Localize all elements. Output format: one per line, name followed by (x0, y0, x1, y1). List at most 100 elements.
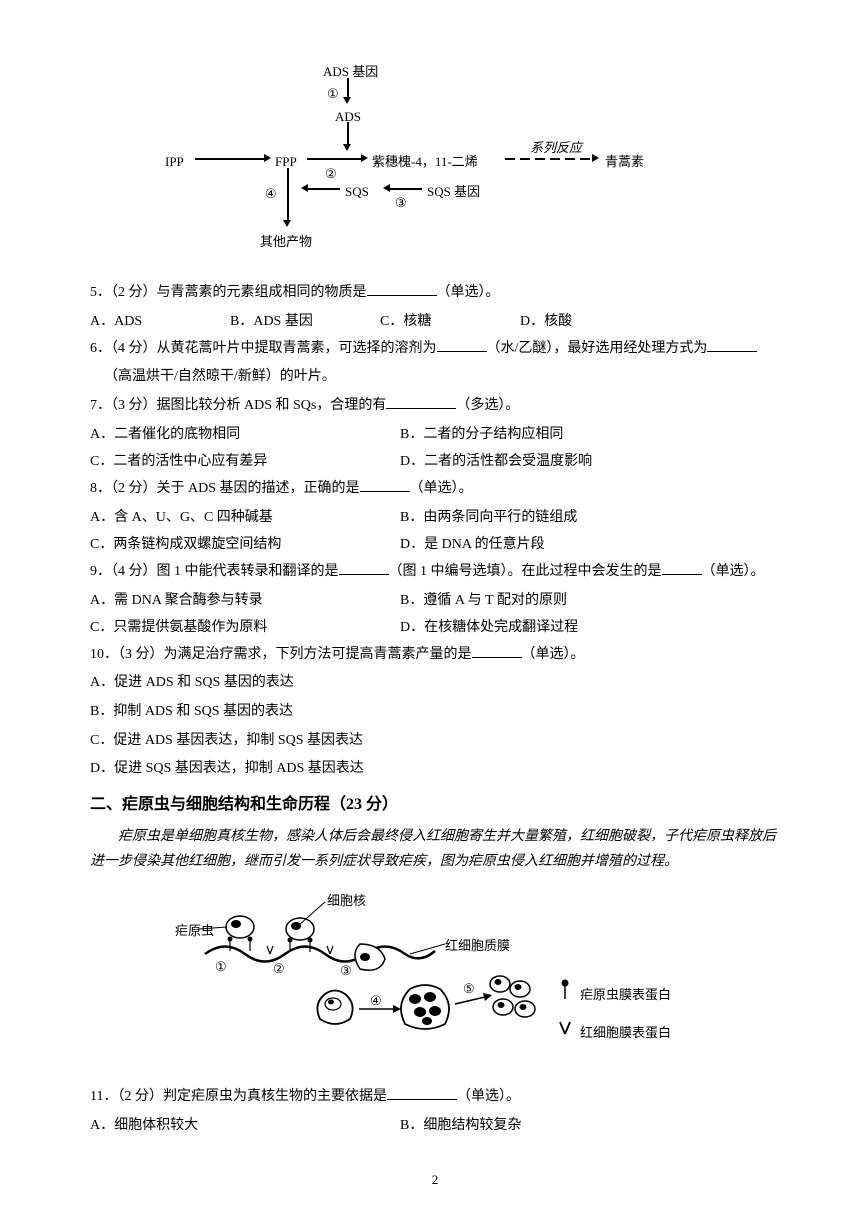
q9-opt-a: A．需 DNA 聚合酶参与转录 (90, 588, 400, 613)
blank (387, 1099, 457, 1100)
q6-pre: 6．（4 分）从黄花蒿叶片中提取青蒿素，可选择的溶剂为 (90, 341, 437, 356)
q8-row1: A．含 A、U、G、C 四种碱基 B．由两条同向平行的链组成 (90, 505, 780, 530)
q11-hint: （单选）。 (457, 1089, 520, 1104)
blank (662, 574, 702, 575)
label-nucleus: 细胞核 (327, 889, 366, 912)
q5-text: 5．（2 分）与青蒿素的元素组成相同的物质是 (90, 285, 367, 300)
diagram-2: 细胞核 疟原虫 红细胞质膜 ① ② ③ ④ ⑤ 疟原虫膜表蛋白 红细胞膜表蛋白 (185, 889, 685, 1069)
label-num2: ② (325, 162, 337, 185)
label-final: 青蒿素 (605, 150, 644, 173)
q8-text: 8．（2 分）关于 ADS 基因的描述，正确的是 (90, 481, 360, 496)
q9-opt-c: C．只需提供氨基酸作为原料 (90, 615, 400, 640)
q5-stem: 5．（2 分）与青蒿素的元素组成相同的物质是 （单选）。 (90, 280, 780, 307)
q11-text: 11．（2 分）判定疟原虫为真核生物的主要依据是 (90, 1089, 387, 1104)
q7-opt-c: C．二者的活性中心应有差异 (90, 449, 400, 474)
q7-row1: A．二者催化的底物相同 B．二者的分子结构应相同 (90, 422, 780, 447)
label-ipp: IPP (165, 150, 184, 173)
label-sqs: SQS (345, 180, 369, 203)
q7-row2: C．二者的活性中心应有差异 D．二者的活性都会受温度影响 (90, 449, 780, 474)
label-parasite: 疟原虫 (175, 919, 214, 942)
q8-stem: 8．（2 分）关于 ADS 基因的描述，正确的是 （单选）。 (90, 476, 780, 503)
section-2-intro: 疟原虫是单细胞真核生物，感染人体后会最终侵入红细胞寄生并大量繁殖，红细胞破裂，子… (90, 824, 780, 874)
arrow-head (343, 97, 351, 104)
q9-row2: C．只需提供氨基酸作为原料 D．在核糖体处完成翻译过程 (90, 615, 780, 640)
q11-opt-b: B．细胞结构较复杂 (400, 1113, 780, 1138)
dash (565, 158, 575, 160)
arrow-head (264, 154, 271, 162)
arrow-line (307, 158, 362, 160)
q8-opt-d: D．是 DNA 的任意片段 (400, 532, 780, 557)
q10-hint: （单选）。 (522, 647, 585, 662)
label-product1: 紫穗槐-4，11-二烯 (372, 150, 478, 173)
label-num3: ③ (395, 191, 407, 214)
label-n4: ④ (370, 989, 382, 1012)
q10-opt-a: A．促进 ADS 和 SQS 基因的表达 (90, 670, 780, 697)
label-num1: ① (327, 82, 339, 105)
page-number: 2 (90, 1168, 780, 1191)
q7-stem: 7．（3 分）据图比较分析 ADS 和 SQs，合理的有 （多选）。 (90, 393, 780, 420)
q6-mid: （水/乙醚），最好选用经处理方式为 (487, 341, 708, 356)
dash (580, 158, 590, 160)
q8-opt-b: B．由两条同向平行的链组成 (400, 505, 780, 530)
arrow-line (195, 158, 265, 160)
q10-opt-c: C．促进 ADS 基因表达，抑制 SQS 基因表达 (90, 728, 780, 755)
q10-opt-d: D．促进 SQS 基因表达，抑制 ADS 基因表达 (90, 756, 780, 783)
arrow-line (287, 168, 289, 221)
q10-text: 10．（3 分）为满足治疗需求，下列方法可提高青蒿素产量的是 (90, 647, 472, 662)
dash (505, 158, 515, 160)
label-fpp: FPP (275, 150, 297, 173)
q9-row1: A．需 DNA 聚合酶参与转录 B．遵循 A 与 T 配对的原则 (90, 588, 780, 613)
section-2-title: 二、疟原虫与细胞结构和生命历程（23 分） (90, 791, 780, 820)
blank (386, 408, 456, 409)
q5-options: A．ADS B．ADS 基因 C．核糖 D．核酸 (90, 309, 780, 334)
q5-opt-d: D．核酸 (520, 309, 670, 334)
q7-hint: （多选）。 (456, 398, 519, 413)
diagram-1-container: ADS 基因 ① ADS IPP FPP ② 紫穗槐-4，11-二烯 系列反应 (90, 60, 780, 260)
arrow-head (383, 184, 390, 192)
diagram-2-container: 细胞核 疟原虫 红细胞质膜 ① ② ③ ④ ⑤ 疟原虫膜表蛋白 红细胞膜表蛋白 (90, 889, 780, 1069)
q8-opt-c: C．两条链构成双螺旋空间结构 (90, 532, 400, 557)
dash (520, 158, 530, 160)
arrow-head (343, 144, 351, 151)
q9-opt-b: B．遵循 A 与 T 配对的原则 (400, 588, 780, 613)
label-other: 其他产物 (260, 230, 312, 253)
arrow-head (592, 154, 599, 162)
blank (360, 491, 410, 492)
q5-hint: （单选）。 (437, 285, 500, 300)
label-n1: ① (215, 955, 227, 978)
q11-row1: A．细胞体积较大 B．细胞结构较复杂 (90, 1113, 780, 1138)
arrow-head (361, 154, 368, 162)
q5-opt-c: C．核糖 (380, 309, 520, 334)
label-n3: ③ (340, 959, 352, 982)
q8-hint: （单选）。 (410, 481, 473, 496)
q11-stem: 11．（2 分）判定疟原虫为真核生物的主要依据是 （单选）。 (90, 1084, 780, 1111)
label-sqs-gene: SQS 基因 (427, 180, 480, 203)
arrow-head (301, 184, 308, 192)
label-ads-gene: ADS 基因 (323, 60, 378, 83)
q7-opt-b: B．二者的分子结构应相同 (400, 422, 780, 447)
blank (437, 351, 487, 352)
label-n5: ⑤ (463, 977, 475, 1000)
q7-opt-d: D．二者的活性都会受温度影响 (400, 449, 780, 474)
q8-opt-a: A．含 A、U、G、C 四种碱基 (90, 505, 400, 530)
blank (472, 657, 522, 658)
blank (367, 295, 437, 296)
q7-text: 7．（3 分）据图比较分析 ADS 和 SQs，合理的有 (90, 398, 386, 413)
dash (535, 158, 545, 160)
legend-2: 红细胞膜表蛋白 (580, 1021, 671, 1044)
label-n2: ② (273, 957, 285, 980)
q11-opt-a: A．细胞体积较大 (90, 1113, 400, 1138)
q8-row2: C．两条链构成双螺旋空间结构 D．是 DNA 的任意片段 (90, 532, 780, 557)
q9-pre: 9．（4 分）图 1 中能代表转录和翻译的是 (90, 564, 339, 579)
q5-opt-b: B．ADS 基因 (230, 309, 380, 334)
arrow-line (308, 188, 340, 190)
label-reaction: 系列反应 (530, 136, 582, 159)
q9-opt-d: D．在核糖体处完成翻译过程 (400, 615, 780, 640)
q6-line1: 6．（4 分）从黄花蒿叶片中提取青蒿素，可选择的溶剂为 （水/乙醚），最好选用经处… (90, 336, 780, 363)
q9-stem: 9．（4 分）图 1 中能代表转录和翻译的是（图 1 中编号选填）。在此过程中会… (90, 559, 780, 586)
diagram-1: ADS 基因 ① ADS IPP FPP ② 紫穗槐-4，11-二烯 系列反应 (165, 60, 705, 260)
arrow-head (283, 220, 291, 227)
blank (707, 351, 757, 352)
legend-1: 疟原虫膜表蛋白 (580, 983, 671, 1006)
q10-opt-b: B．抑制 ADS 和 SQS 基因的表达 (90, 699, 780, 726)
